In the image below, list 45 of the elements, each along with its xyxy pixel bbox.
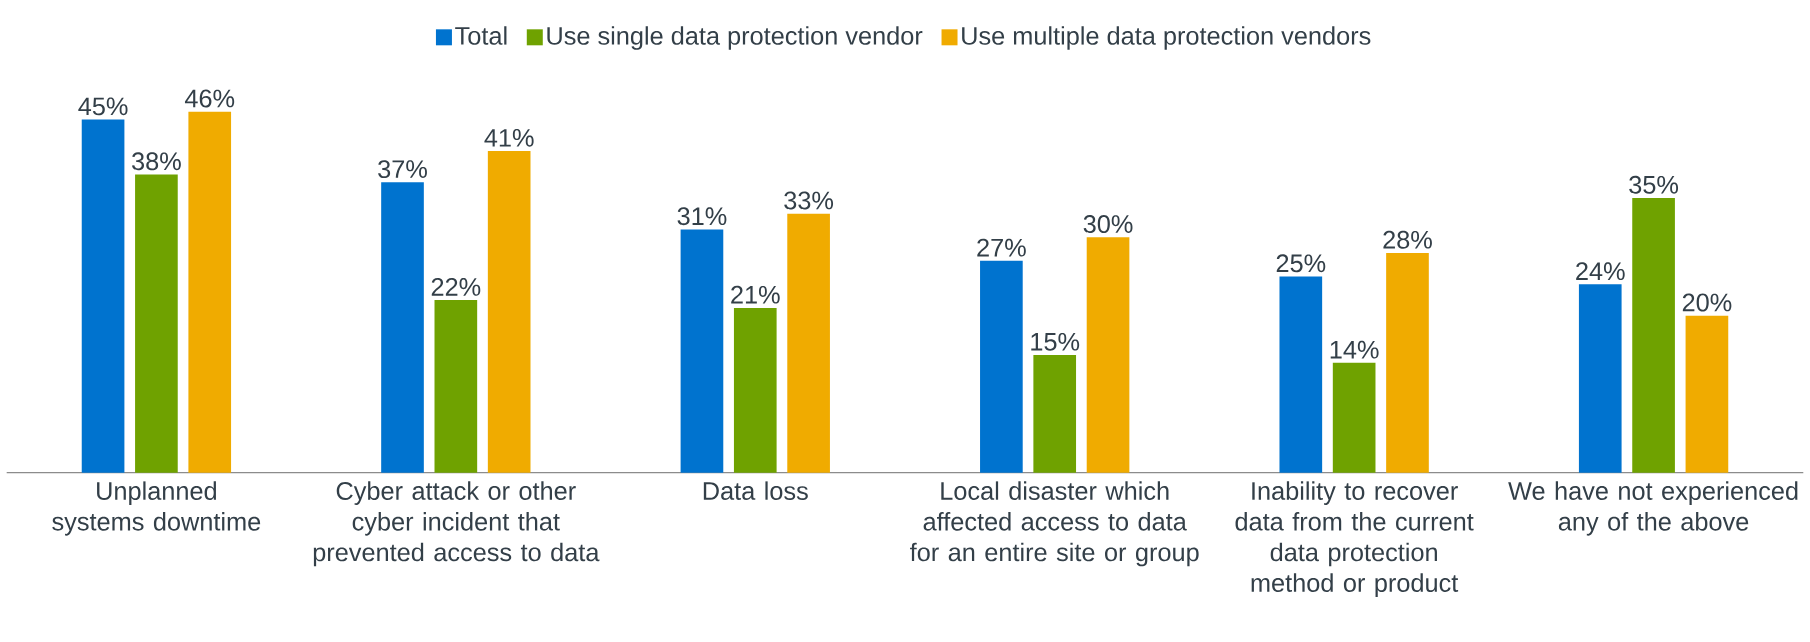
x-tick-label: Cyber attack or other cyber incident that prevented access to data <box>313 481 600 567</box>
data-label: 24% <box>1576 262 1625 281</box>
data-label: 20% <box>1682 293 1732 312</box>
x-tick-label: Local disaster which affected access to data for an entire site or group <box>910 481 1199 567</box>
data-label: 41% <box>484 128 534 147</box>
bar <box>787 213 830 473</box>
legend-label: Use single data protection vendor <box>547 26 923 50</box>
data-label: 33% <box>784 191 834 210</box>
bar <box>81 119 125 473</box>
data-label: 27% <box>977 238 1026 257</box>
bar <box>135 174 178 473</box>
bar <box>1279 276 1323 473</box>
data-label: 15% <box>1031 332 1080 351</box>
data-label: 38% <box>132 152 181 171</box>
bar <box>1386 252 1429 473</box>
data-label: 46% <box>184 89 235 108</box>
bar <box>434 300 478 473</box>
bar <box>1685 315 1729 473</box>
data-label: 21% <box>731 285 780 304</box>
legend-label: Use multiple data protection vendors <box>962 26 1371 50</box>
legend-label: Total <box>455 26 507 45</box>
bar <box>487 150 531 473</box>
data-label: 30% <box>1083 215 1133 234</box>
bar <box>733 307 777 473</box>
data-label: 31% <box>677 207 727 226</box>
x-tick-label: We have not experienced any of the above <box>1508 481 1798 536</box>
data-label: 37% <box>378 160 427 179</box>
bar <box>980 260 1023 473</box>
bar <box>1578 284 1622 473</box>
bar <box>381 182 424 473</box>
x-tick-label: Data loss <box>703 481 808 500</box>
data-label: 14% <box>1330 340 1379 359</box>
data-label: 22% <box>431 277 481 296</box>
bar <box>188 111 232 473</box>
data-label: 35% <box>1629 175 1679 194</box>
data-label: 25% <box>1276 254 1326 273</box>
x-tick-label: Inability to recover data from the current data protection method or product <box>1235 481 1474 597</box>
x-tick-label: Unplanned systems downtime <box>52 481 261 536</box>
data-label: 28% <box>1383 230 1432 249</box>
bar <box>1033 354 1077 473</box>
bar <box>1632 198 1675 473</box>
bar <box>680 229 724 473</box>
data-label: 45% <box>78 97 128 116</box>
bar <box>1086 237 1130 473</box>
bar <box>1332 362 1376 473</box>
